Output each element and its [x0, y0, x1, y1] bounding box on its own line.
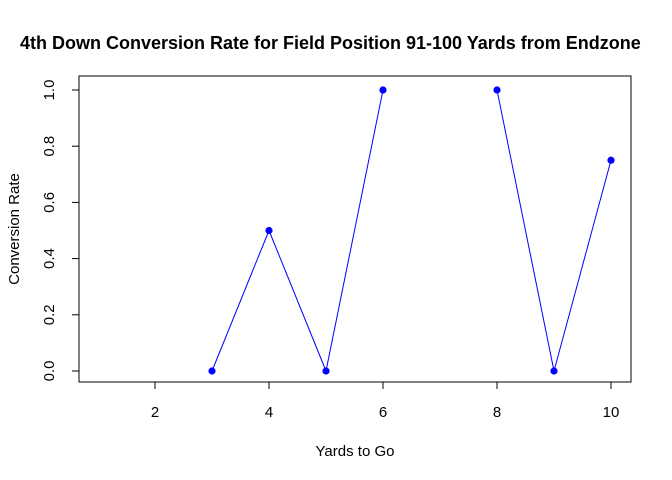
data-point: [322, 367, 330, 375]
data-point: [379, 86, 387, 94]
chart-title: 4th Down Conversion Rate for Field Posit…: [20, 33, 641, 53]
y-axis: 0.0 0.2 0.4 0.6 0.8 1.0: [41, 80, 80, 382]
x-axis-label: Yards to Go: [316, 443, 395, 460]
data-point: [265, 226, 273, 235]
y-tick-label: 1.0: [41, 80, 58, 101]
series-line-segment: [325, 89, 384, 372]
series-line-segment: [496, 89, 555, 372]
x-tick-label: 2: [151, 404, 159, 421]
y-axis-label: Conversion Rate: [6, 173, 23, 285]
x-tick-label: 6: [379, 404, 387, 421]
y-tick-label: 0.4: [41, 248, 58, 269]
data-point: [550, 367, 558, 375]
y-tick-label: 0.8: [41, 136, 58, 157]
data-point: [607, 156, 615, 164]
x-tick-label: 8: [493, 404, 501, 421]
series-line-segment: [211, 230, 270, 372]
y-tick-label: 0.0: [41, 361, 58, 382]
y-tick-label: 0.2: [41, 304, 58, 325]
x-tick-label: 4: [265, 404, 273, 421]
data-point: [208, 367, 216, 375]
series-line-segment: [553, 160, 612, 372]
data-point: [493, 86, 501, 94]
series-line-segment: [268, 230, 327, 372]
x-tick-label: 10: [603, 404, 620, 421]
x-axis: 2 4 6 8 10: [151, 381, 620, 421]
series-layer: [208, 86, 615, 375]
y-tick-label: 0.6: [41, 192, 58, 213]
